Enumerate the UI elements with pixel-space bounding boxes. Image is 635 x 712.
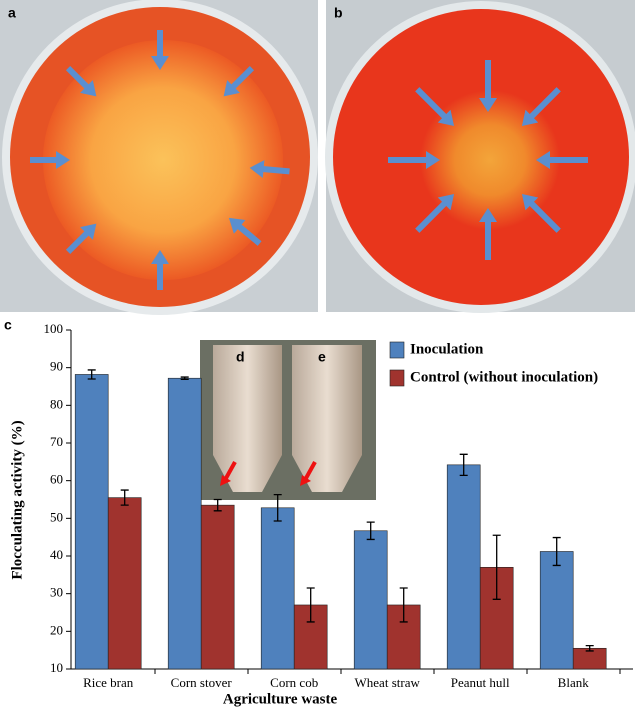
error-bar: [120, 489, 129, 506]
arrow-head: [223, 80, 240, 97]
arrow: [228, 65, 255, 92]
bar: [107, 497, 142, 670]
bar: [74, 374, 109, 670]
bar: [260, 507, 295, 670]
arrow-head: [80, 80, 97, 97]
arrow-head: [151, 250, 169, 264]
arrow-head: [249, 160, 265, 179]
arrow: [526, 198, 561, 233]
legend-swatch: [389, 341, 405, 359]
arrow-head: [521, 193, 539, 211]
arrow-head: [437, 109, 455, 127]
arrow-head: [426, 151, 440, 169]
error-bar: [273, 493, 282, 522]
arrow-head: [437, 193, 455, 211]
arrow: [259, 165, 290, 175]
error-bar: [492, 534, 501, 600]
y-tick-label: 20: [50, 622, 63, 637]
bar: [539, 551, 574, 670]
y-tick-label: 70: [50, 434, 63, 449]
x-tick-label: Blank: [558, 675, 590, 690]
arrow-head: [536, 151, 550, 169]
arrow: [65, 65, 92, 92]
error-bar: [585, 644, 594, 652]
error-bar: [306, 587, 315, 623]
arrow: [415, 87, 450, 122]
inset-photo: [200, 340, 376, 500]
panel-label: e: [318, 349, 326, 365]
arrow: [526, 87, 561, 122]
arrow-head: [479, 208, 497, 222]
error-bar: [180, 376, 189, 380]
x-tick-label: Wheat straw: [355, 675, 421, 690]
arrow: [234, 221, 262, 246]
bar: [446, 464, 481, 670]
y-tick-label: 60: [50, 472, 63, 487]
arrow-head: [56, 151, 70, 169]
error-bar: [87, 369, 96, 380]
y-tick-label: 80: [50, 396, 63, 411]
y-tick-label: 90: [50, 359, 63, 374]
x-tick-label: Corn cob: [270, 675, 318, 690]
panel-label: a: [8, 5, 16, 21]
panel-label: c: [4, 317, 12, 333]
arrow-head: [521, 109, 539, 127]
y-tick-label: 50: [50, 509, 63, 524]
error-bar: [459, 453, 468, 477]
y-tick-label: 10: [50, 660, 63, 675]
error-bar: [213, 498, 222, 512]
arrow-head: [151, 56, 169, 70]
arrow-head: [479, 98, 497, 112]
legend-label: Inoculation: [410, 341, 484, 357]
panel-label: d: [236, 349, 245, 365]
error-bar: [366, 521, 375, 541]
arrow-head: [80, 223, 97, 240]
bar: [353, 530, 388, 670]
x-tick-label: Rice bran: [83, 675, 134, 690]
x-axis-label: Agriculture waste: [223, 691, 338, 707]
bar: [200, 504, 235, 670]
error-bar: [552, 536, 561, 567]
y-tick-label: 100: [44, 321, 64, 336]
x-tick-label: Corn stover: [171, 675, 233, 690]
legend-label: Control (without inoculation): [410, 369, 598, 385]
photo-b: [325, 0, 635, 313]
panel-label: b: [334, 5, 343, 21]
y-tick-label: 40: [50, 547, 63, 562]
legend-swatch: [389, 369, 405, 387]
y-tick-label: 30: [50, 585, 63, 600]
error-bar: [399, 587, 408, 623]
x-tick-label: Peanut hull: [451, 675, 510, 690]
bar: [167, 377, 202, 670]
y-axis-label: Flocculating activity (%): [9, 420, 25, 579]
arrow: [415, 198, 450, 233]
arrow-head: [228, 217, 246, 234]
arrow: [65, 228, 92, 255]
